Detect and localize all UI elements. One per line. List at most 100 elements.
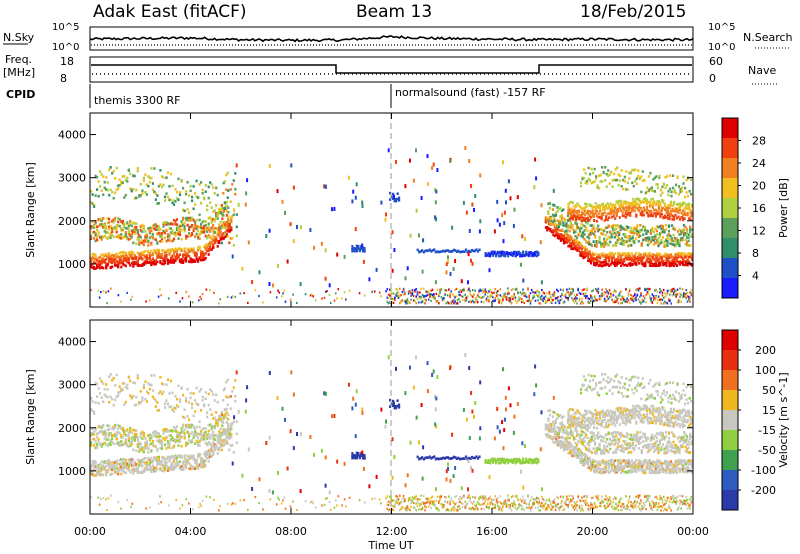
data-cell — [648, 204, 651, 208]
data-cell — [118, 261, 121, 264]
data-cell — [162, 469, 165, 473]
data-cell — [637, 289, 640, 292]
data-cell — [402, 287, 405, 291]
data-cell — [651, 229, 654, 233]
data-cell — [609, 211, 612, 214]
data-cell — [115, 235, 118, 238]
data-cell — [596, 209, 599, 213]
data-cell — [647, 209, 650, 213]
data-cell — [635, 252, 638, 255]
data-cell — [130, 462, 133, 466]
data-cell — [144, 173, 147, 176]
data-cell — [595, 297, 597, 301]
data-cell — [598, 237, 601, 240]
data-cell — [623, 252, 626, 255]
data-cell — [638, 262, 641, 265]
data-cell — [154, 192, 157, 195]
data-cell — [244, 202, 247, 207]
data-cell — [638, 209, 641, 213]
data-cell — [489, 252, 492, 256]
data-cell — [100, 189, 103, 192]
data-cell — [120, 261, 123, 264]
data-cell — [148, 464, 151, 467]
radar-title: Adak East (fitACF) — [93, 2, 247, 22]
data-cell — [625, 225, 628, 228]
data-cell — [633, 226, 636, 230]
colorbar-swatch — [722, 238, 738, 259]
data-cell — [407, 300, 410, 303]
data-cell — [209, 455, 212, 458]
data-cell — [218, 207, 221, 211]
data-cell — [605, 185, 608, 188]
data-cell — [203, 254, 206, 257]
data-cell — [215, 445, 218, 448]
data-cell — [228, 241, 231, 245]
colorbar-tick-label: 24 — [752, 157, 766, 170]
data-cell — [139, 463, 142, 467]
data-cell — [99, 236, 102, 239]
data-cell — [588, 259, 591, 263]
data-cell — [209, 181, 212, 184]
data-cell — [434, 215, 437, 220]
data-cell — [620, 298, 622, 301]
data-cell — [162, 432, 165, 435]
data-cell — [537, 295, 539, 298]
data-cell — [90, 472, 93, 476]
data-cell — [539, 240, 542, 245]
data-cell — [393, 194, 395, 199]
data-cell — [93, 437, 96, 441]
data-cell — [652, 189, 655, 193]
data-cell — [207, 253, 210, 256]
data-cell — [676, 239, 680, 243]
data-cell — [561, 292, 563, 296]
data-cell — [567, 236, 570, 239]
data-cell — [404, 300, 406, 303]
data-cell — [674, 214, 677, 217]
data-cell — [218, 241, 221, 245]
data-cell — [484, 288, 487, 291]
data-cell — [117, 255, 120, 258]
data-cell — [636, 229, 639, 233]
data-cell — [603, 241, 606, 245]
data-cell — [136, 229, 139, 232]
data-cell — [614, 258, 617, 262]
data-cell — [665, 294, 667, 297]
data-cell — [636, 224, 639, 227]
data-cell — [127, 445, 130, 448]
data-cell — [618, 259, 621, 262]
data-cell — [112, 425, 115, 429]
data-cell — [171, 463, 174, 467]
data-cell — [132, 265, 135, 268]
data-cell — [96, 188, 99, 191]
data-cell — [528, 251, 531, 254]
data-cell — [591, 209, 594, 213]
data-cell — [121, 255, 124, 258]
data-cell — [487, 295, 489, 298]
data-cell — [132, 241, 135, 245]
data-cell — [121, 175, 124, 178]
data-cell — [326, 290, 328, 293]
data-cell — [688, 205, 691, 209]
data-cell — [602, 293, 605, 297]
data-cell — [194, 235, 197, 238]
data-cell — [154, 249, 157, 253]
data-cell — [510, 302, 513, 305]
data-cell — [680, 253, 683, 257]
data-cell — [633, 241, 636, 245]
data-cell — [615, 227, 618, 231]
data-cell — [650, 203, 653, 207]
data-cell — [499, 288, 502, 291]
data-cell — [675, 295, 677, 298]
data-cell — [421, 299, 424, 302]
data-cell — [554, 213, 557, 217]
data-cell — [644, 199, 647, 203]
data-cell — [610, 225, 613, 228]
data-cell — [616, 235, 619, 239]
data-cell — [482, 288, 484, 291]
data-cell — [105, 469, 108, 473]
data-cell — [669, 293, 671, 296]
data-cell — [571, 297, 573, 300]
data-cell — [637, 235, 640, 239]
data-cell — [472, 249, 475, 253]
data-cell — [656, 298, 659, 301]
